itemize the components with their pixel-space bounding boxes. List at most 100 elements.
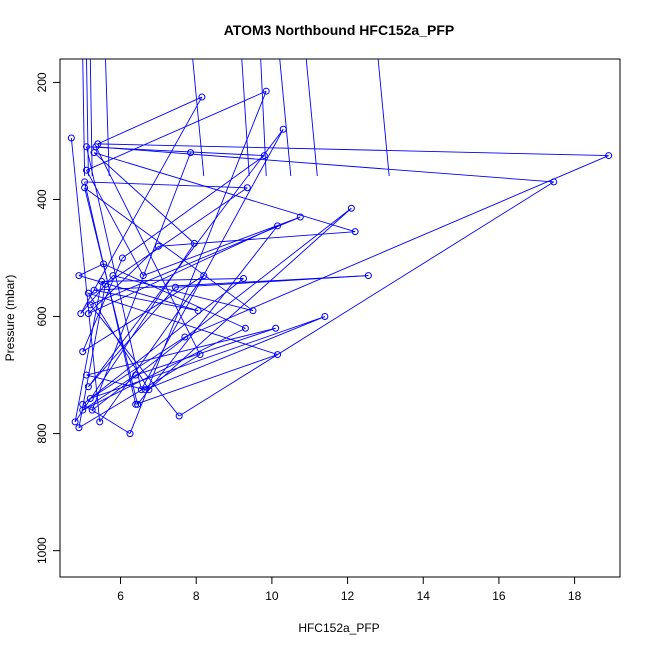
data-point (175, 412, 183, 420)
series-line-segment (97, 96, 203, 145)
x-axis-label: HFC152a_PFP (298, 621, 379, 635)
data-point (126, 430, 134, 438)
x-tick-label: 12 (341, 589, 355, 603)
series-line-segment (305, 59, 318, 177)
y-axis: 200 400 600 800 1000 (35, 72, 61, 564)
data-point (190, 239, 198, 247)
series-line-segment (144, 316, 326, 391)
series-line-segment (178, 181, 555, 417)
data-point (88, 406, 96, 414)
data-point (75, 272, 83, 280)
series-line-segment (74, 243, 195, 423)
data-point (181, 333, 189, 341)
y-tick-label: 200 (35, 72, 49, 92)
series-line-segment (91, 207, 352, 411)
series-line-segment (99, 275, 205, 423)
data-point (90, 286, 98, 294)
x-tick-label: 6 (117, 589, 124, 603)
x-axis: 6 8 10 12 14 16 18 (117, 576, 582, 603)
series-line-segment (143, 216, 301, 276)
y-tick-label: 800 (35, 423, 49, 443)
data-point (141, 386, 149, 394)
data-point (101, 280, 109, 288)
series-line-segment (80, 96, 203, 314)
data-point (118, 254, 126, 262)
data-point (154, 242, 162, 250)
series-line-segment (84, 181, 248, 189)
series-line-segment (260, 59, 267, 177)
series-line-segment (95, 146, 554, 183)
series-line-segment (90, 216, 301, 306)
series-line-segment (89, 304, 180, 417)
data-point (100, 260, 108, 268)
data-point (82, 143, 90, 151)
series-line-segment (78, 284, 106, 428)
series-line-segment (158, 231, 356, 247)
series-line-segment (135, 354, 278, 405)
data-point (79, 348, 87, 356)
series-line-segment (129, 91, 267, 434)
series-line-segment (86, 59, 89, 177)
x-tick-label: 14 (417, 589, 431, 603)
data-point (94, 140, 102, 148)
data-point (171, 283, 179, 291)
series-line-segment (122, 155, 265, 259)
series-line-segment (88, 245, 159, 314)
data-point (364, 272, 372, 280)
series-line-segment (184, 155, 609, 338)
y-tick-label: 1000 (35, 537, 49, 564)
series-line-segment (135, 327, 276, 376)
series-line-segment (84, 187, 254, 312)
data-point (145, 386, 153, 394)
data-point (109, 272, 117, 280)
y-tick-label: 400 (35, 189, 49, 209)
series-line-segment (89, 59, 93, 177)
data-point (196, 351, 204, 359)
data-point (84, 289, 92, 297)
data-point (605, 152, 613, 160)
series-line-segment (70, 137, 101, 422)
data-point (82, 166, 90, 174)
data-point (347, 204, 355, 212)
data-point (86, 394, 94, 402)
data-point (274, 351, 282, 359)
data-point (200, 272, 208, 280)
data-point (67, 134, 75, 142)
data-point (82, 371, 90, 379)
data-point (550, 178, 558, 186)
series-line-segment (84, 181, 137, 405)
data-point (79, 406, 87, 414)
data-point (77, 310, 85, 318)
series-line-segment (93, 152, 195, 244)
series-line-segment (93, 289, 199, 312)
data-point (187, 149, 195, 157)
data-point (86, 301, 94, 309)
data-point (71, 418, 79, 426)
series-line-segment (137, 225, 278, 405)
data-point (75, 424, 83, 432)
series-line-segment (78, 354, 201, 429)
series-line-segment (97, 143, 609, 157)
series-line-segment (95, 146, 201, 355)
data-point (274, 222, 282, 230)
data-point (96, 418, 104, 426)
data-point (132, 371, 140, 379)
data-point (132, 400, 140, 408)
series-line-segment (377, 59, 390, 177)
series-line-segment (86, 169, 144, 276)
series-line-segment (78, 263, 104, 276)
data-point (198, 93, 206, 101)
data-point (137, 386, 145, 394)
series-line-segment (86, 90, 267, 171)
series-line-segment (82, 278, 244, 405)
data-point (272, 324, 280, 332)
series-line-segment (88, 292, 278, 356)
series-line-segment (103, 263, 246, 329)
series-line-segment (88, 128, 284, 388)
data-point (241, 324, 249, 332)
data-point (249, 307, 257, 315)
data-point (243, 184, 251, 192)
series-line-segment (93, 152, 356, 233)
series-line-segment (88, 225, 278, 315)
